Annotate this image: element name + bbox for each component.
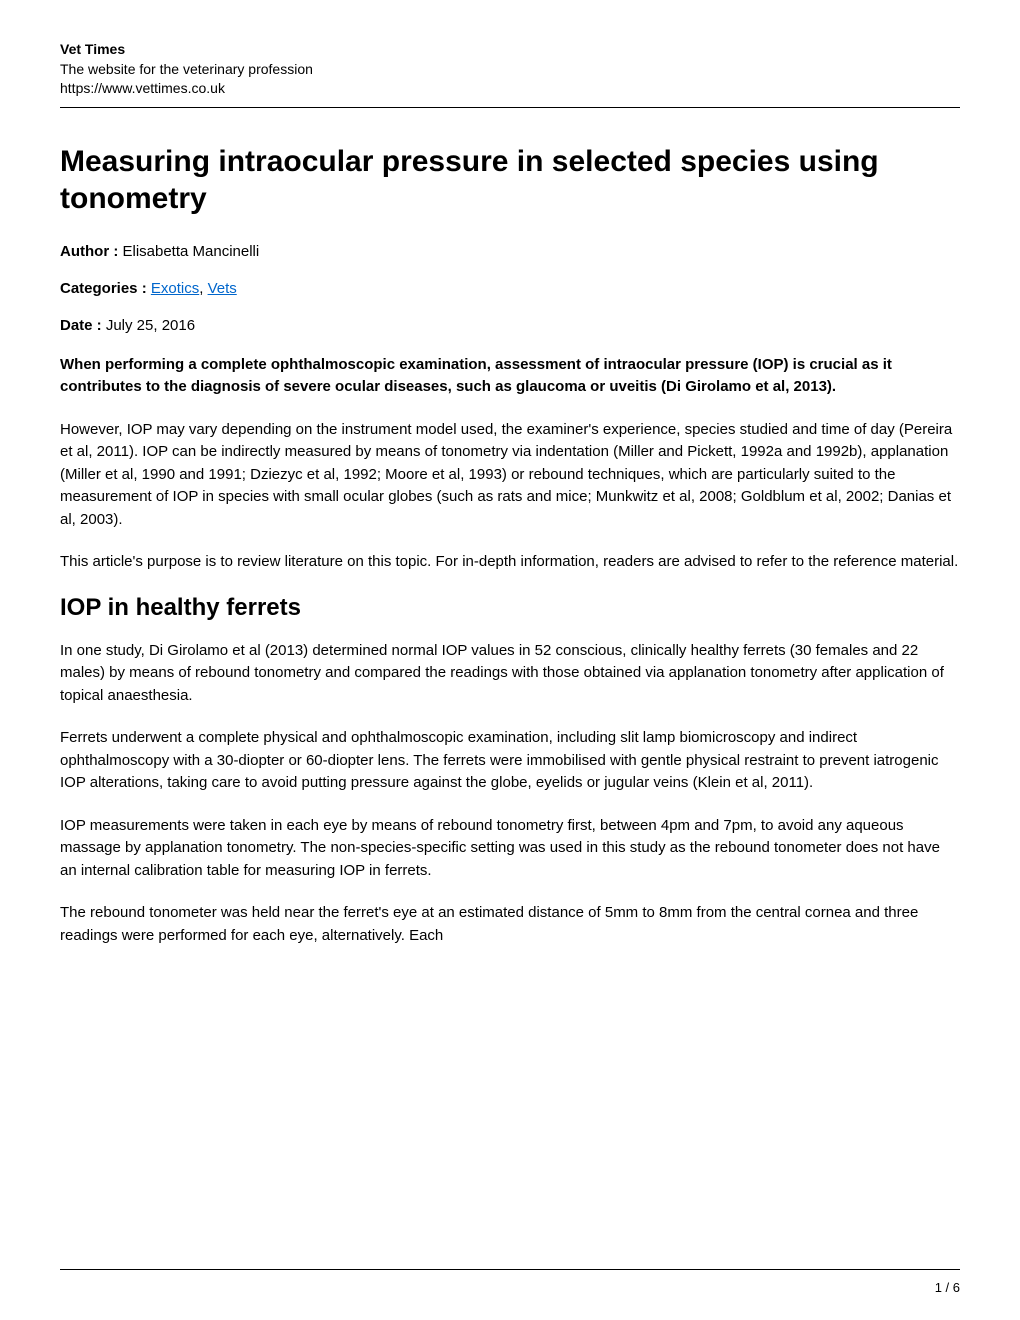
category-link-vets[interactable]: Vets [208, 280, 237, 297]
body-paragraph: However, IOP may vary depending on the i… [60, 419, 960, 532]
article-title: Measuring intraocular pressure in select… [60, 143, 960, 218]
section-paragraph: In one study, Di Girolamo et al (2013) d… [60, 640, 960, 708]
abstract-paragraph: When performing a complete ophthalmoscop… [60, 354, 960, 399]
date-line: Date : July 25, 2016 [60, 317, 960, 334]
page-number: 1 / 6 [935, 1280, 960, 1295]
header-divider [60, 107, 960, 108]
date-value: July 25, 2016 [106, 317, 195, 334]
author-name: Elisabetta Mancinelli [122, 243, 259, 260]
section-paragraph: Ferrets underwent a complete physical an… [60, 727, 960, 795]
footer-divider [60, 1269, 960, 1270]
site-tagline: The website for the veterinary professio… [60, 60, 960, 80]
section-paragraph: The rebound tonometer was held near the … [60, 902, 960, 947]
page-header: Vet Times The website for the veterinary… [60, 40, 960, 99]
body-paragraph: This article's purpose is to review lite… [60, 551, 960, 574]
categories-line: Categories : Exotics, Vets [60, 280, 960, 297]
author-line: Author : Elisabetta Mancinelli [60, 243, 960, 260]
site-url: https://www.vettimes.co.uk [60, 79, 960, 99]
category-link-exotics[interactable]: Exotics [151, 280, 199, 297]
section-heading: IOP in healthy ferrets [60, 594, 960, 622]
section-paragraph: IOP measurements were taken in each eye … [60, 815, 960, 883]
categories-label: Categories : [60, 280, 151, 297]
date-label: Date : [60, 317, 106, 334]
author-label: Author : [60, 243, 122, 260]
category-separator: , [199, 280, 207, 297]
site-name: Vet Times [60, 40, 960, 60]
